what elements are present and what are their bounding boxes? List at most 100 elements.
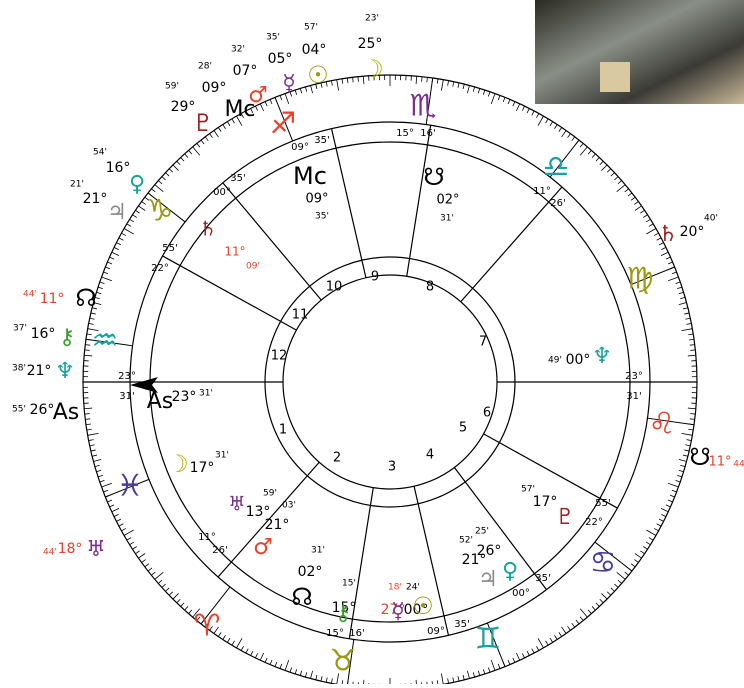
degree-tick xyxy=(661,252,668,255)
degree-tick xyxy=(634,560,638,563)
degree-tick xyxy=(679,303,687,305)
degree-tick xyxy=(682,433,693,435)
inner-label: 31' xyxy=(440,214,454,224)
degree-tick xyxy=(119,238,123,240)
degree-tick xyxy=(690,345,695,346)
degree-tick xyxy=(679,459,687,461)
degree-tick xyxy=(473,87,474,92)
degree-tick xyxy=(559,632,562,636)
degree-tick xyxy=(572,623,575,627)
sign: ♋ xyxy=(590,546,617,581)
degree-tick xyxy=(649,538,653,541)
inner-label: ☋ xyxy=(423,163,444,191)
degree-tick xyxy=(93,459,101,461)
outer-label: 05° xyxy=(268,51,293,67)
cusp-label: 16' xyxy=(349,628,364,639)
degree-tick xyxy=(181,603,184,607)
degree-tick xyxy=(516,653,519,660)
degree-tick xyxy=(337,80,339,91)
outer-label: ♄ xyxy=(658,222,678,247)
degree-tick xyxy=(628,193,632,196)
degree-tick xyxy=(90,445,95,446)
degree-tick xyxy=(227,638,230,642)
degree-tick xyxy=(592,606,595,610)
degree-tick xyxy=(463,675,464,680)
inner-label: ☊ xyxy=(291,583,312,611)
degree-tick xyxy=(554,635,557,639)
degree-tick xyxy=(88,433,99,435)
outer-label: 11° xyxy=(40,291,65,307)
degree-tick xyxy=(676,480,681,482)
ring xyxy=(83,75,697,684)
degree-tick xyxy=(666,257,671,259)
house-number: 8 xyxy=(426,280,434,295)
degree-tick xyxy=(688,355,696,356)
inner-label: ♆ xyxy=(592,344,612,369)
degree-tick xyxy=(646,530,656,536)
house-number: 7 xyxy=(479,335,487,350)
sign: ♎ xyxy=(543,150,570,185)
outer-label: 21' xyxy=(70,180,84,190)
cusp-label: 16' xyxy=(420,128,435,139)
degree-tick xyxy=(614,177,618,180)
degree-tick xyxy=(546,119,549,123)
house-number: 5 xyxy=(459,421,467,436)
degree-tick xyxy=(686,323,691,324)
degree-tick xyxy=(114,514,118,516)
degree-tick xyxy=(661,514,665,516)
degree-tick xyxy=(672,272,677,274)
inner-label: ♄ xyxy=(199,217,217,241)
degree-tick xyxy=(580,617,583,621)
degree-tick xyxy=(90,318,95,319)
degree-tick xyxy=(103,272,108,274)
outer-label: ☋ xyxy=(689,443,710,471)
degree-tick xyxy=(668,277,678,281)
degree-tick xyxy=(532,111,534,115)
house-number: 4 xyxy=(426,448,434,463)
inner-label: 02° xyxy=(298,564,323,580)
cusp-label: 15° xyxy=(396,128,414,139)
inner-label: 49' xyxy=(548,356,562,366)
degree-tick xyxy=(688,429,693,430)
degree-tick xyxy=(536,113,538,117)
degree-tick xyxy=(251,651,253,655)
degree-tick xyxy=(491,94,495,104)
degree-tick xyxy=(145,564,149,567)
degree-tick xyxy=(467,85,469,93)
inner-label: 23° xyxy=(172,389,197,405)
degree-tick xyxy=(448,678,449,683)
degree-tick xyxy=(572,137,575,141)
degree-tick xyxy=(223,125,226,129)
degree-tick xyxy=(124,229,134,235)
cusp-label: 22° xyxy=(585,517,603,528)
inner-label: ⚷ xyxy=(335,601,351,626)
degree-tick xyxy=(611,588,615,591)
degree-tick xyxy=(270,660,272,665)
degree-tick xyxy=(326,677,327,682)
degree-tick xyxy=(441,80,443,91)
degree-tick xyxy=(305,672,306,677)
degree-tick xyxy=(155,185,163,192)
cusp-label: 31' xyxy=(119,391,134,402)
outer-label: ☉ xyxy=(307,61,329,89)
cusp-label: 15° xyxy=(326,628,344,639)
cusp-label: 00° xyxy=(512,588,530,599)
degree-tick xyxy=(448,81,449,86)
degree-tick xyxy=(685,318,690,319)
cusp-label: 31' xyxy=(626,391,641,402)
outer-label: 37' xyxy=(13,324,27,334)
degree-tick xyxy=(666,505,671,507)
inner-label: 31' xyxy=(311,546,325,556)
inner-label: 59' xyxy=(263,489,277,499)
degree-tick xyxy=(151,189,155,192)
outer-label: 38' xyxy=(12,364,26,374)
degree-tick xyxy=(679,292,684,293)
degree-tick xyxy=(110,505,115,507)
degree-tick xyxy=(683,308,688,309)
house-number: 1 xyxy=(279,423,287,438)
degree-tick xyxy=(280,95,282,100)
inner-label: 02° xyxy=(436,193,459,208)
degree-tick xyxy=(130,542,134,545)
degree-tick xyxy=(646,229,656,235)
degree-tick xyxy=(311,671,313,679)
